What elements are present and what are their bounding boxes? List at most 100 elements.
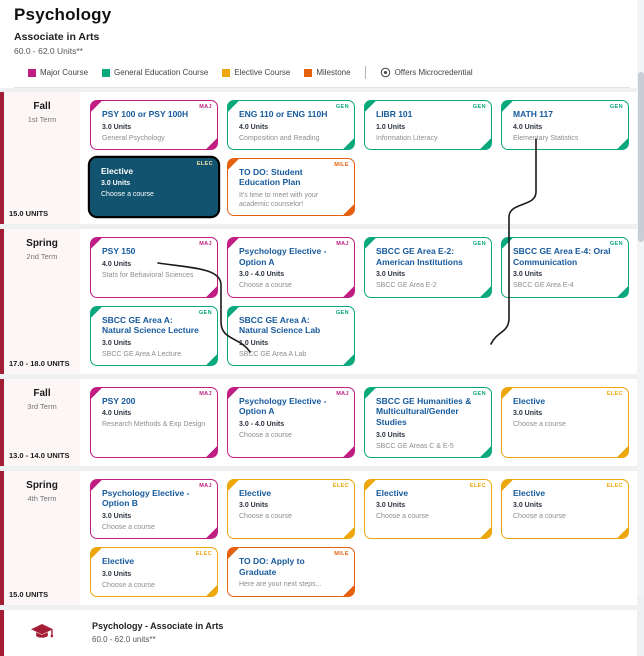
card-title: TO DO: Student Education Plan xyxy=(239,166,303,188)
card-subtitle: Information Literacy xyxy=(376,134,438,142)
card-subtitle: Choose a course xyxy=(239,282,292,290)
term-row-4: Spring 4th Term 15.0 UNITS MAJ Psychology El… xyxy=(0,470,637,605)
course-card-psychology-elective-option-a[interactable]: MAJ Psychology Elective - Option A 3.0 - 4… xyxy=(227,237,355,298)
card-units: 3.0 - 4.0 Units xyxy=(239,271,285,279)
card-category-badge: GEN xyxy=(472,104,486,110)
milestone-card-to-do-apply-to-graduate[interactable]: MILE TO DO: Apply to Graduate Here are you… xyxy=(227,547,355,597)
course-card-sbcc-ge-area-a-natural-science-lecture[interactable]: GEN SBCC GE Area A: Natural Science Lectu… xyxy=(90,305,218,366)
term-list: Fall 1st Term 15.0 UNITS MAJ PSY 100 or PSY … xyxy=(0,92,637,605)
card-category-badge: GEN xyxy=(609,104,623,110)
course-card-elective[interactable]: ELEC Elective 3.0 Units Choose a course xyxy=(227,478,355,540)
program-total-units: 60.0 - 62.0 Units** xyxy=(14,46,83,56)
course-card-libr-101[interactable]: GEN LIBR 101 1.0 Units Information Literacy xyxy=(364,100,492,150)
card-category-badge: GEN xyxy=(335,104,349,110)
term-season-label: Spring xyxy=(26,479,58,491)
cards-row: MAJ PSY 150 4.0 Units Stats for Behavioral … xyxy=(90,237,629,298)
completion-milestone-row: Psychology - Associate in Arts 60.0 - 62… xyxy=(0,609,637,656)
card-category-badge: GEN xyxy=(472,390,486,397)
legend-item-label: Milestone xyxy=(316,68,351,77)
milestone-card-to-do-student-education-plan[interactable]: MILE TO DO: Student Education Plan It's ti… xyxy=(227,157,355,217)
card-subtitle: Choose a course xyxy=(102,581,155,589)
course-card-psychology-elective-option-a[interactable]: MAJ Psychology Elective - Option A 3.0 - 4… xyxy=(227,386,355,458)
course-card-psy-100-or-psy-100h[interactable]: MAJ PSY 100 or PSY 100H 3.0 Units General P… xyxy=(90,100,218,150)
term-units-total: 13.0 - 14.0 UNITS xyxy=(9,450,70,460)
term-number-label: 2nd Term xyxy=(26,252,58,262)
term-label: Spring 4th Term 15.0 UNITS xyxy=(4,470,80,605)
term-number-label: 3rd Term xyxy=(27,401,57,411)
card-title: Psychology Elective - Option A xyxy=(239,395,327,417)
card-title: SBCC GE Area E-2: American Institutions xyxy=(376,246,463,267)
legend-color-swatch xyxy=(222,68,231,77)
term-row-1: Fall 1st Term 15.0 UNITS MAJ PSY 100 or PSY … xyxy=(0,92,637,225)
completion-units: 60.0 - 62.0 units** xyxy=(92,635,156,645)
card-title: LIBR 101 xyxy=(376,109,413,119)
card-category-badge: MILE xyxy=(334,551,349,558)
card-subtitle: SBCC GE Area E-2 xyxy=(376,282,437,290)
course-card-elective[interactable]: ELEC Elective 3.0 Units Choose a course xyxy=(501,478,629,540)
cards-row: ELEC Elective 3.0 Units Choose a course MILE… xyxy=(90,157,629,217)
card-subtitle: Choose a course xyxy=(102,524,155,532)
card-category-badge: MILE xyxy=(334,161,349,168)
card-subtitle: Choose a course xyxy=(376,513,429,521)
course-card-elective[interactable]: ELEC Elective 3.0 Units Choose a course xyxy=(364,478,492,540)
card-units: 3.0 Units xyxy=(513,502,543,510)
course-card-psychology-elective-option-b[interactable]: MAJ Psychology Elective - Option B 3.0 Uni… xyxy=(90,478,218,540)
scrollbar-track[interactable] xyxy=(637,0,644,596)
card-subtitle: Composition and Reading xyxy=(239,134,320,142)
card-title: Elective xyxy=(513,395,546,406)
card-category-badge: MAJ xyxy=(336,241,349,248)
card-title: SBCC GE Area A: Natural Science Lab xyxy=(239,314,321,336)
course-card-sbcc-ge-area-e-4-oral-communication[interactable]: GEN SBCC GE Area E-4: Oral Communication 3… xyxy=(501,237,629,298)
card-subtitle: SBCC GE Area E-4 xyxy=(513,282,574,290)
card-subtitle: It's time to meet with your academic cou… xyxy=(239,191,319,209)
pathway-content: Fall 1st Term 15.0 UNITS MAJ PSY 100 or PSY … xyxy=(0,88,644,656)
term-cards-area: MAJ Psychology Elective - Option B 3.0 Uni… xyxy=(80,471,637,605)
course-card-sbcc-ge-humanities-multicultural-gender-studies[interactable]: GEN SBCC GE Humanities & Multicultural/Ge… xyxy=(364,386,492,458)
course-card-sbcc-ge-area-a-natural-science-lab[interactable]: GEN SBCC GE Area A: Natural Science Lab 1.… xyxy=(227,305,355,366)
course-card-eng-110-or-eng-110h[interactable]: GEN ENG 110 or ENG 110H 4.0 Units Compositi… xyxy=(227,100,355,150)
course-card-elective[interactable]: ELEC Elective 3.0 Units Choose a course xyxy=(90,547,218,597)
card-subtitle: SBCC GE Areas C & E-5 xyxy=(376,442,454,450)
card-title: Elective xyxy=(376,487,409,498)
term-label: Fall 1st Term 15.0 UNITS xyxy=(4,92,80,225)
course-card-elective[interactable]: ELEC Elective 3.0 Units Choose a course xyxy=(501,386,629,458)
program-degree-subtitle: Associate in Arts xyxy=(14,31,100,43)
card-title: PSY 150 xyxy=(102,246,136,257)
card-title: PSY 100 or PSY 100H xyxy=(102,109,189,119)
card-units: 3.0 Units xyxy=(102,339,132,347)
card-category-badge: ELEC xyxy=(196,160,213,167)
course-card-psy-200[interactable]: MAJ PSY 200 4.0 Units Research Methods & Ex… xyxy=(90,386,218,458)
card-category-badge: MAJ xyxy=(336,390,349,397)
scrollbar-thumb[interactable] xyxy=(637,72,644,242)
legend-item-elective-course: Elective Course xyxy=(222,68,290,77)
card-units: 3.0 Units xyxy=(101,180,131,188)
card-subtitle: Here are your next steps... xyxy=(239,581,322,589)
page-header: Psychology Associate in Arts 60.0 - 62.0… xyxy=(0,0,644,88)
card-category-badge: MAJ xyxy=(199,482,212,489)
term-row-3: Fall 3rd Term 13.0 - 14.0 UNITS MAJ PSY 200 4… xyxy=(0,378,637,466)
term-number-label: 4th Term xyxy=(27,493,57,503)
term-season-label: Spring xyxy=(26,238,58,250)
course-card-math-117[interactable]: GEN MATH 117 4.0 Units Elementary Statistic… xyxy=(501,100,629,150)
legend-item-label: Offers Microcredential xyxy=(394,68,473,77)
term-cards-area: MAJ PSY 150 4.0 Units Stats for Behavioral … xyxy=(80,229,637,374)
card-units: 3.0 Units xyxy=(102,513,132,521)
card-category-badge: ELEC xyxy=(606,390,623,397)
course-card-psy-150[interactable]: MAJ PSY 150 4.0 Units Stats for Behavioral … xyxy=(90,237,218,298)
cards-row: MAJ PSY 200 4.0 Units Research Methods & Ex… xyxy=(90,386,629,458)
card-category-badge: ELEC xyxy=(606,482,623,489)
cards-row: GEN SBCC GE Area A: Natural Science Lectu… xyxy=(90,305,629,366)
completion-title: Psychology - Associate in Arts xyxy=(92,621,224,632)
card-category-badge: MAJ xyxy=(199,390,212,397)
card-category-badge: MAJ xyxy=(199,104,212,110)
course-card-elective[interactable]: ELEC Elective 3.0 Units Choose a course xyxy=(90,157,218,217)
course-card-sbcc-ge-area-e-2-american-institutions[interactable]: GEN SBCC GE Area E-2: American Institutio… xyxy=(364,237,492,298)
card-units: 1.0 Units xyxy=(239,339,269,347)
card-category-badge: MAJ xyxy=(199,241,212,248)
card-subtitle: Elementary Statistics xyxy=(513,134,579,142)
card-title: TO DO: Apply to Graduate xyxy=(239,556,305,577)
card-subtitle: Choose a course xyxy=(239,432,292,440)
card-title: SBCC GE Humanities & Multicultural/Gende… xyxy=(376,395,472,428)
term-units-total: 15.0 UNITS xyxy=(9,589,49,599)
